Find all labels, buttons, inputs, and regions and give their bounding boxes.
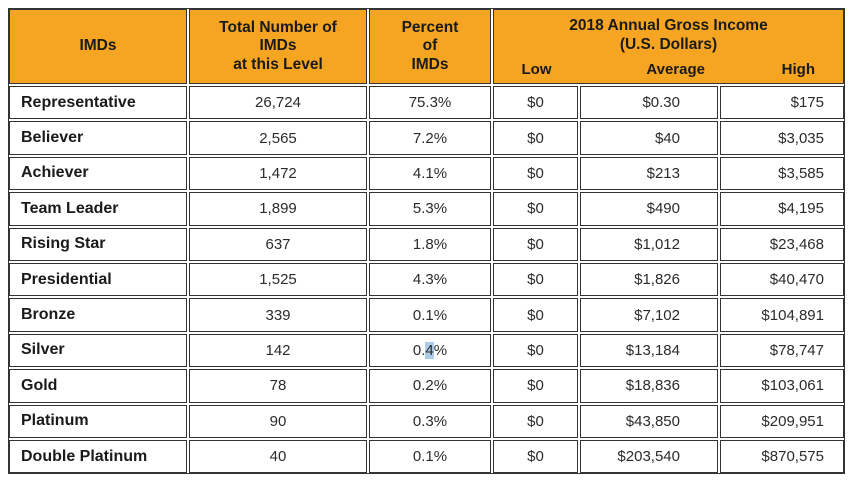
cell-low: $0 <box>493 333 578 368</box>
header-imds: IMDs <box>9 9 187 84</box>
cell-level: Gold <box>9 369 187 403</box>
cell-total: 339 <box>189 298 367 332</box>
cell-high: $103,061 <box>720 369 844 403</box>
subheader-high: High <box>781 61 815 78</box>
cell-low: $0 <box>493 121 578 155</box>
cell-level: Representative <box>9 86 187 120</box>
cell-high: $104,891 <box>720 298 844 332</box>
table-row: Double Platinum 40 0.1% $0 $203,540 $870,575 <box>9 439 844 474</box>
cell-level: Platinum <box>9 404 187 438</box>
cell-average: $7,102 <box>580 298 718 332</box>
cell-average: $490 <box>580 192 718 226</box>
cell-total: 2,565 <box>189 121 367 155</box>
table-row: Presidential 1,525 4.3% $0 $1,826 $40,470 <box>9 262 844 297</box>
cell-high: $78,747 <box>720 333 844 368</box>
cell-high: $209,951 <box>720 404 844 438</box>
cell-level: Believer <box>9 121 187 155</box>
cell-total: 142 <box>189 333 367 368</box>
table-row: Silver 142 0. 4% $0 $13,184 $78,747 <box>9 333 844 368</box>
cell-total: 90 <box>189 404 367 438</box>
cell-total: 1,525 <box>189 262 367 297</box>
income-subheaders: Low Average High <box>494 61 843 78</box>
cell-total: 26,724 <box>189 86 367 120</box>
cell-level: Achiever <box>9 156 187 191</box>
table-header-row: IMDs Total Number of IMDs at this Level … <box>9 9 844 84</box>
cell-total: 1,472 <box>189 156 367 191</box>
header-percent-imds: Percent of IMDs <box>369 9 491 84</box>
cell-average: $18,836 <box>580 369 718 403</box>
cell-average: $40 <box>580 121 718 155</box>
table-body: Representative 26,724 75.3% $0 $0.30 $175 Beli… <box>9 86 844 474</box>
table-row: Rising Star 637 1.8% $0 $1,012 $23,468 <box>9 227 844 261</box>
income-header-title: 2018 Annual Gross Income (U.S. Dollars) <box>569 17 768 53</box>
cell-high: $3,035 <box>720 121 844 155</box>
cell-level: Bronze <box>9 298 187 332</box>
income-disclosure-table: IMDs Total Number of IMDs at this Level … <box>8 8 845 475</box>
cell-low: $0 <box>493 192 578 226</box>
cell-percent: 1.8% <box>369 227 491 261</box>
cell-low: $0 <box>493 369 578 403</box>
cell-level: Rising Star <box>9 227 187 261</box>
cell-low: $0 <box>493 439 578 474</box>
cell-percent: 5.3% <box>369 192 491 226</box>
cell-percent: 0.1% <box>369 298 491 332</box>
cell-level: Presidential <box>9 262 187 297</box>
cell-high: $175 <box>720 86 844 120</box>
cell-average: $203,540 <box>580 439 718 474</box>
cell-high: $870,575 <box>720 439 844 474</box>
table-row: Gold 78 0.2% $0 $18,836 $103,061 <box>9 369 844 403</box>
cell-low: $0 <box>493 156 578 191</box>
cell-high: $40,470 <box>720 262 844 297</box>
cell-percent: 0. 4% <box>369 333 491 368</box>
cell-average: $1,012 <box>580 227 718 261</box>
cell-total: 1,899 <box>189 192 367 226</box>
table-row: Representative 26,724 75.3% $0 $0.30 $175 <box>9 86 844 120</box>
cell-average: $13,184 <box>580 333 718 368</box>
cell-average: $213 <box>580 156 718 191</box>
header-total-imds: Total Number of IMDs at this Level <box>189 9 367 84</box>
cell-average: $43,850 <box>580 404 718 438</box>
table-row: Achiever 1,472 4.1% $0 $213 $3,585 <box>9 156 844 191</box>
cell-percent: 75.3% <box>369 86 491 120</box>
cell-high: $4,195 <box>720 192 844 226</box>
text-selection-highlight: 4 <box>425 341 434 359</box>
cell-high: $23,468 <box>720 227 844 261</box>
table-row: Believer 2,565 7.2% $0 $40 $3,035 <box>9 121 844 155</box>
cell-percent: 7.2% <box>369 121 491 155</box>
cell-percent: 4.1% <box>369 156 491 191</box>
cell-percent: 0.3% <box>369 404 491 438</box>
cell-percent: 0.2% <box>369 369 491 403</box>
header-annual-gross-income: 2018 Annual Gross Income (U.S. Dollars) … <box>493 9 844 84</box>
cell-low: $0 <box>493 262 578 297</box>
cell-average: $1,826 <box>580 262 718 297</box>
cell-level: Double Platinum <box>9 439 187 474</box>
subheader-low: Low <box>521 61 552 78</box>
cell-percent: 4.3% <box>369 262 491 297</box>
subheader-average: Average <box>646 61 705 78</box>
cell-total: 637 <box>189 227 367 261</box>
cell-level: Silver <box>9 333 187 368</box>
cell-total: 78 <box>189 369 367 403</box>
cell-low: $0 <box>493 404 578 438</box>
table-row: Team Leader 1,899 5.3% $0 $490 $4,195 <box>9 192 844 226</box>
cell-high: $3,585 <box>720 156 844 191</box>
cell-low: $0 <box>493 227 578 261</box>
cell-low: $0 <box>493 86 578 120</box>
cell-average: $0.30 <box>580 86 718 120</box>
table-row: Bronze 339 0.1% $0 $7,102 $104,891 <box>9 298 844 332</box>
cell-level: Team Leader <box>9 192 187 226</box>
cell-total: 40 <box>189 439 367 474</box>
table-row: Platinum 90 0.3% $0 $43,850 $209,951 <box>9 404 844 438</box>
cell-percent: 0.1% <box>369 439 491 474</box>
cell-low: $0 <box>493 298 578 332</box>
